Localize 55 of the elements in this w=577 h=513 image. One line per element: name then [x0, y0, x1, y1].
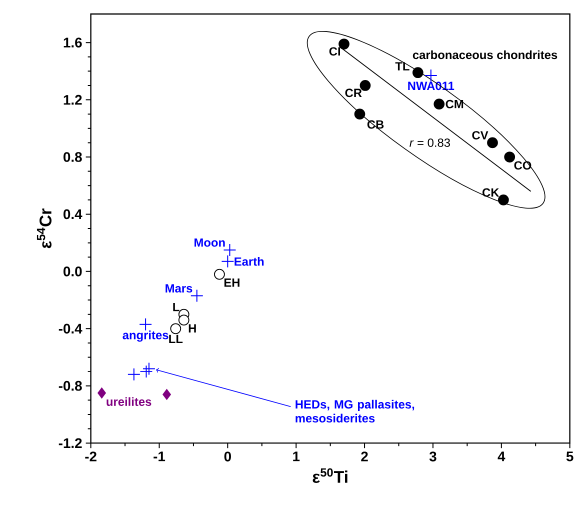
x-tick-label: -2 — [85, 452, 96, 462]
annotation: CR — [345, 88, 362, 98]
annotation: CM — [446, 100, 464, 108]
point — [178, 314, 190, 326]
point — [338, 38, 350, 50]
series-label: carbonaceous chondrites — [412, 50, 558, 60]
annotation: ureilites — [106, 397, 152, 406]
point — [98, 388, 106, 398]
point — [221, 254, 234, 268]
point — [127, 368, 140, 381]
annotation: HEDs, MG pallasites, mesosiderites — [296, 400, 414, 423]
y-tick-label: 0.4 — [64, 209, 82, 220]
point — [487, 137, 498, 148]
x-tick-label: 4 — [498, 452, 506, 462]
point — [140, 365, 153, 378]
annotation: r = 0.83 — [410, 138, 450, 147]
y-tick-label: -1.2 — [58, 438, 82, 448]
x-tick-label: 5 — [566, 452, 574, 462]
annotation: Mars — [166, 284, 192, 293]
x-tick-label: -1 — [154, 452, 166, 462]
point — [424, 69, 438, 82]
y-axis-title: ε$^{54}$Cr — [36, 208, 52, 248]
x-axis-title: ε$^{50}$Ti — [312, 468, 348, 483]
annotation: Earth — [234, 257, 264, 266]
x-tick-label: 1 — [293, 452, 300, 462]
y-tick-label: 0.0 — [64, 266, 82, 276]
y-tick-label: 1.2 — [64, 94, 82, 105]
annotation: Moon — [194, 238, 225, 247]
y-tick-label: 0.8 — [64, 152, 82, 162]
point — [139, 318, 152, 331]
point — [214, 268, 225, 280]
point — [162, 389, 171, 400]
annotation: L — [173, 302, 180, 312]
annotation: CI — [329, 47, 340, 56]
annotation: EH — [224, 278, 240, 287]
x-tick-label: 0 — [224, 452, 231, 462]
point — [354, 108, 366, 120]
point — [504, 152, 516, 162]
annotation: CV — [472, 131, 488, 140]
point — [498, 194, 509, 206]
annotation: CK — [482, 188, 500, 197]
point — [142, 362, 156, 376]
x-tick-label: 3 — [429, 452, 436, 462]
point — [434, 98, 445, 110]
annotation: angrites — [122, 330, 168, 342]
y-tick-label: 1.6 — [64, 38, 82, 48]
y-tick-label: -0.4 — [58, 324, 82, 334]
y-tick-label: -0.8 — [58, 380, 82, 391]
annotation: H — [188, 324, 196, 332]
point — [223, 244, 236, 256]
x-tick-label: 2 — [361, 452, 368, 462]
annotation: LL — [169, 334, 183, 344]
annotation: TL — [395, 62, 410, 70]
point — [170, 323, 182, 334]
point — [412, 67, 424, 78]
